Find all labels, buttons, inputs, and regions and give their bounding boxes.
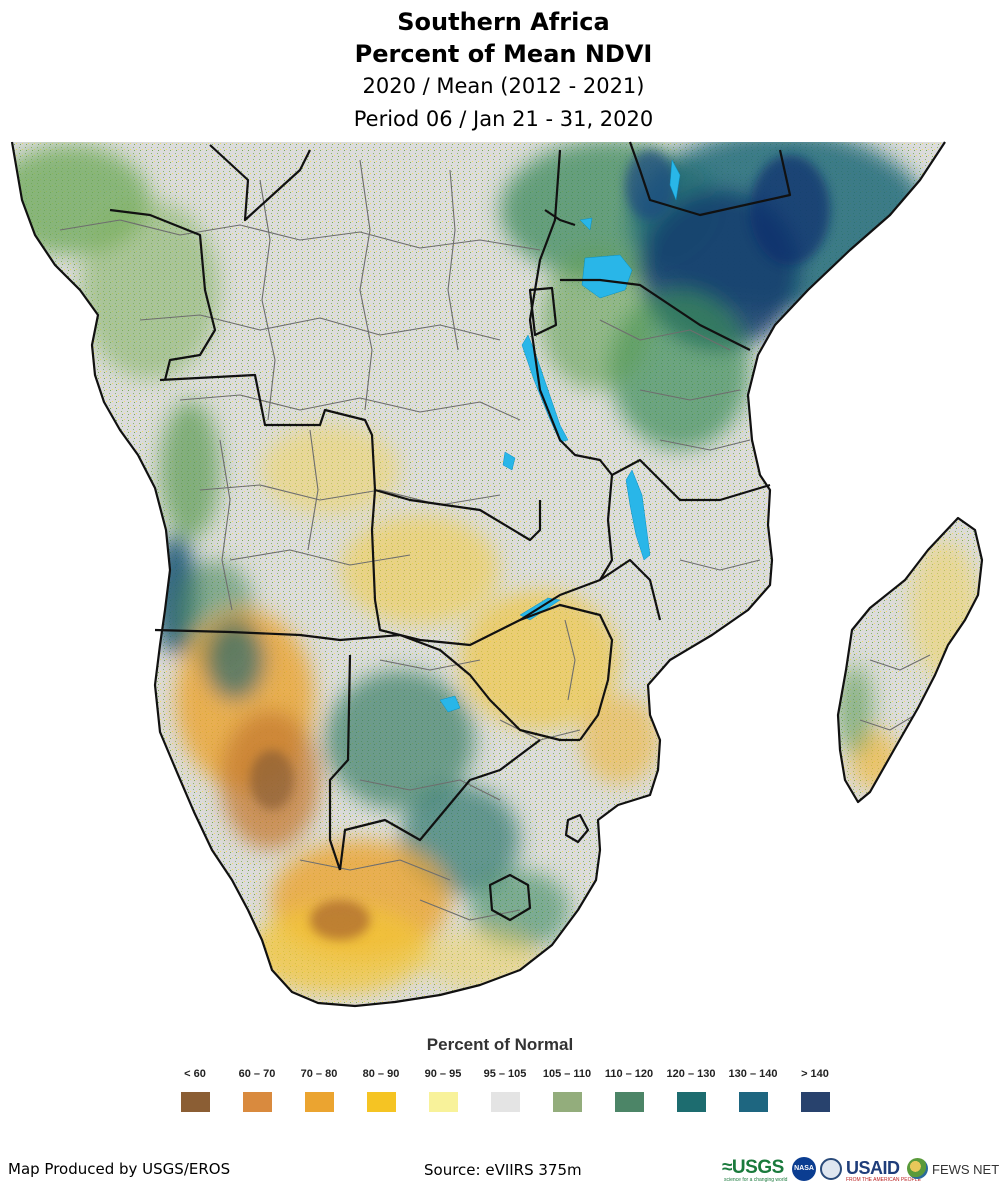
legend-swatch [490, 1092, 520, 1112]
legend-label: < 60 [184, 1068, 206, 1080]
lake-turkana [669, 159, 681, 201]
legend-item: 120 – 130 [661, 1068, 721, 1112]
legend-label: 130 – 140 [728, 1068, 778, 1080]
legend-label: 95 – 105 [483, 1068, 527, 1080]
nasa-logo: NASA [792, 1157, 816, 1181]
fews-net-logo: FEWS NET [932, 1162, 1000, 1177]
usaid-tagline: FROM THE AMERICAN PEOPLE [846, 1177, 921, 1183]
legend-swatch [676, 1092, 706, 1112]
legend-label: 60 – 70 [238, 1068, 276, 1080]
legend-label: 70 – 80 [300, 1068, 338, 1080]
usgs-logo: ≈USGS [722, 1157, 784, 1178]
legend-swatch [800, 1092, 830, 1112]
map-subtitle-period: Period 06 / Jan 21 - 31, 2020 [353, 107, 654, 131]
legend-swatch [304, 1092, 334, 1112]
lake-tanganyika [521, 334, 569, 443]
usaid-logo: USAID [846, 1158, 900, 1178]
fews-globe-icon [907, 1158, 928, 1179]
legend-item: 60 – 70 [227, 1068, 287, 1112]
eswatini-border [564, 813, 590, 844]
legend-label: 120 – 130 [666, 1068, 716, 1080]
map-subtitle-years: 2020 / Mean (2012 - 2021) [362, 74, 645, 98]
map-title-product: Percent of Mean NDVI [354, 40, 653, 68]
legend-item: 80 – 90 [351, 1068, 411, 1112]
lesotho-border [488, 873, 532, 922]
ndvi-map [10, 141, 984, 1008]
legend: < 60 60 – 70 70 – 80 80 – 90 90 – 95 95 … [165, 1068, 845, 1118]
map-title-region: Southern Africa [397, 8, 610, 36]
legend-item: 95 – 105 [475, 1068, 535, 1112]
legend-swatch [738, 1092, 768, 1112]
country-borders [10, 141, 984, 1008]
lake-mweru [502, 451, 516, 471]
state-seal-icon [820, 1158, 842, 1180]
legend-item: > 140 [785, 1068, 845, 1112]
legend-item: 90 – 95 [413, 1068, 473, 1112]
legend-label: 80 – 90 [362, 1068, 400, 1080]
legend-label: 90 – 95 [424, 1068, 462, 1080]
legend-item: 110 – 120 [599, 1068, 659, 1112]
usgs-tagline: science for a changing world [724, 1177, 788, 1183]
partner-logos: ≈USGS science for a changing world NASA … [722, 1155, 1002, 1187]
lakes [439, 159, 681, 713]
legend-item: < 60 [165, 1068, 225, 1112]
legend-label: 105 – 110 [542, 1068, 592, 1080]
lake-malawi [625, 469, 651, 561]
legend-item: 70 – 80 [289, 1068, 349, 1112]
legend-swatch [242, 1092, 272, 1112]
legend-label: 110 – 120 [604, 1068, 654, 1080]
admin-boundaries [59, 159, 931, 921]
data-source: Source: eVIIRS 375m [424, 1161, 582, 1179]
legend-title: Percent of Normal [426, 1035, 574, 1054]
legend-item: 105 – 110 [537, 1068, 597, 1112]
okavango [439, 695, 461, 713]
map-title-block: Southern Africa Percent of Mean NDVI 202… [0, 6, 1007, 136]
legend-item: 130 – 140 [723, 1068, 783, 1112]
legend-swatch [552, 1092, 582, 1112]
legend-swatch [366, 1092, 396, 1112]
lake-kyoga [579, 217, 593, 231]
legend-swatch [614, 1092, 644, 1112]
land-surface [12, 142, 982, 1006]
map-credit: Map Produced by USGS/EROS [8, 1160, 231, 1178]
lake-victoria [581, 254, 633, 299]
legend-swatch [180, 1092, 210, 1112]
legend-swatch [428, 1092, 458, 1112]
legend-label: > 140 [801, 1068, 829, 1080]
